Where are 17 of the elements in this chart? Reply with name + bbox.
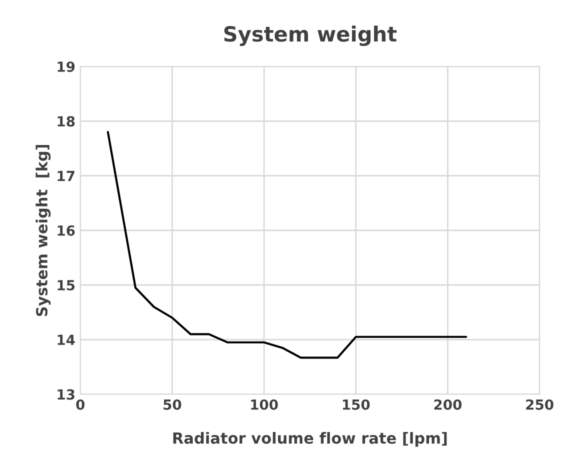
x-tick-label: 200 <box>434 399 462 410</box>
chart-title: System weight <box>224 26 397 46</box>
y-tick-label: 19 <box>58 61 75 72</box>
line-series <box>106 131 468 359</box>
x-tick-label: 50 <box>164 399 182 410</box>
x-axis-title: Radiator volume flow rate [lpm] <box>173 432 447 447</box>
y-axis-title: System weight [kg] <box>36 144 51 316</box>
y-tick-label: 17 <box>58 170 74 182</box>
y-tick-label: 13 <box>58 389 74 400</box>
y-tick-label: 18 <box>58 116 75 127</box>
y-tick-label: 15 <box>58 280 75 290</box>
x-tick-label: 100 <box>251 399 278 410</box>
x-tick-label: 150 <box>342 399 370 410</box>
x-tick-label: 250 <box>526 399 554 410</box>
y-tick-label: 14 <box>58 334 75 345</box>
y-tick-label: 16 <box>58 225 75 236</box>
x-tick-label: 0 <box>76 399 85 410</box>
